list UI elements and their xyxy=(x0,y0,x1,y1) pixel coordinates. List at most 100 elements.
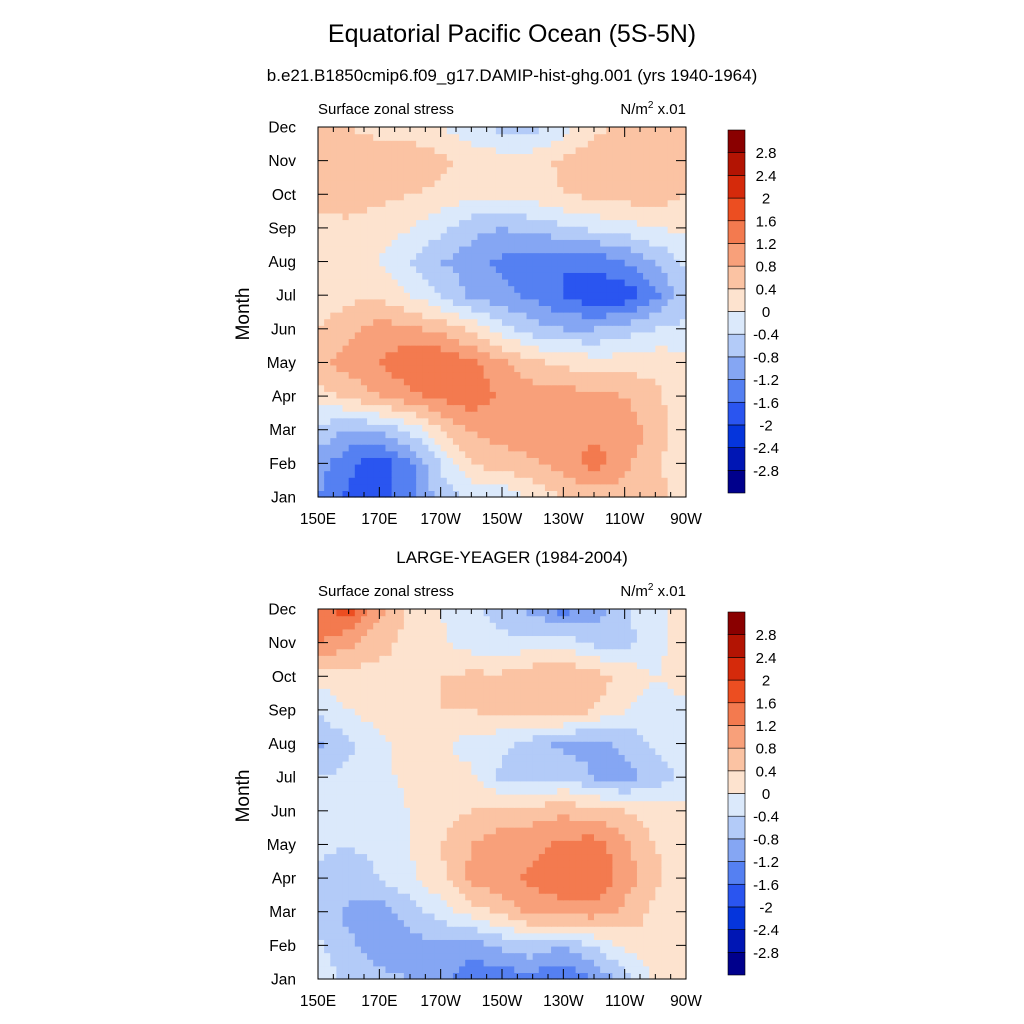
y-tick-label: Jul xyxy=(276,288,296,305)
contour-cell xyxy=(410,926,417,934)
contour-cell xyxy=(673,879,681,888)
contour-cell xyxy=(367,424,374,432)
contour-cell xyxy=(520,893,528,901)
contour-cell xyxy=(649,959,656,967)
contour-cell xyxy=(643,146,650,155)
contour-cell xyxy=(514,820,521,828)
contour-cell xyxy=(618,919,626,927)
contour-cell xyxy=(673,397,681,406)
contour-cell xyxy=(544,292,552,300)
contour-cell xyxy=(502,146,509,155)
contour-cell xyxy=(495,457,503,465)
contour-cell xyxy=(495,312,503,320)
contour-cell xyxy=(495,404,503,412)
contour-cell xyxy=(330,833,337,841)
contour-cell xyxy=(354,827,362,835)
contour-cell xyxy=(569,351,577,359)
contour-cell xyxy=(477,364,485,373)
contour-cell xyxy=(354,404,362,412)
contour-cell xyxy=(495,450,503,458)
contour-cell xyxy=(465,193,472,201)
contour-cell xyxy=(397,879,405,888)
contour-cell xyxy=(440,853,448,861)
contour-cell xyxy=(483,477,491,485)
contour-cell xyxy=(520,272,528,280)
contour-cell xyxy=(330,873,337,881)
contour-cell xyxy=(379,378,387,386)
contour-cell xyxy=(446,437,454,445)
contour-cell xyxy=(422,133,429,141)
contour-cell xyxy=(422,470,429,478)
contour-cell xyxy=(440,272,448,280)
contour-cell xyxy=(416,879,423,888)
contour-cell xyxy=(342,298,350,306)
contour-cell xyxy=(655,166,663,174)
contour-cell xyxy=(342,470,350,478)
contour-cell xyxy=(367,206,374,214)
contour-cell xyxy=(526,959,534,967)
contour-cell xyxy=(379,384,387,392)
contour-cell xyxy=(502,853,509,861)
contour-cell xyxy=(324,160,331,168)
contour-cell xyxy=(514,846,521,855)
contour-cell xyxy=(587,140,595,148)
contour-cell xyxy=(403,417,411,425)
contour-cell xyxy=(348,226,356,234)
contour-cell xyxy=(636,477,644,485)
contour-cell xyxy=(385,384,393,392)
contour-cell xyxy=(367,285,374,293)
contour-cell xyxy=(508,879,515,888)
contour-cell xyxy=(532,206,540,214)
contour-cell xyxy=(618,146,626,155)
contour-cell xyxy=(459,219,466,227)
contour-cell xyxy=(385,173,393,181)
contour-cell xyxy=(594,873,601,881)
contour-cell xyxy=(428,860,436,868)
contour-cell xyxy=(594,860,601,868)
contour-cell xyxy=(606,305,613,313)
contour-cell xyxy=(428,179,436,188)
contour-cell xyxy=(606,430,613,439)
contour-cell xyxy=(581,490,589,498)
contour-cell xyxy=(477,345,485,353)
contour-cell xyxy=(336,886,344,894)
contour-cell xyxy=(391,338,399,346)
contour-cell xyxy=(354,179,362,188)
contour-cell xyxy=(342,232,350,240)
contour-cell xyxy=(661,153,669,161)
contour-cell xyxy=(520,470,528,478)
contour-cell xyxy=(440,265,448,273)
contour-cell xyxy=(606,146,613,155)
contour-cell xyxy=(655,193,663,201)
contour-cell xyxy=(575,430,583,439)
contour-cell xyxy=(434,959,442,967)
contour-cell xyxy=(385,866,393,874)
contour-cell xyxy=(661,331,669,340)
contour-cell xyxy=(446,404,454,412)
contour-cell xyxy=(643,345,650,353)
contour-cell xyxy=(397,919,405,927)
contour-cell xyxy=(459,866,466,874)
contour-cell xyxy=(557,351,564,359)
contour-cell xyxy=(520,827,528,835)
contour-cell xyxy=(318,463,325,472)
contour-cell xyxy=(600,212,607,221)
contour-cell xyxy=(502,886,509,894)
contour-cell xyxy=(385,193,393,201)
contour-cell xyxy=(354,173,362,181)
contour-cell xyxy=(434,173,442,181)
contour-cell xyxy=(575,945,583,954)
contour-cell xyxy=(630,391,638,399)
contour-cell xyxy=(673,338,681,346)
contour-cell xyxy=(342,866,350,874)
contour-cell xyxy=(655,860,663,868)
contour-cell xyxy=(624,483,632,491)
contour-cell xyxy=(367,477,374,485)
contour-cell xyxy=(434,133,442,141)
contour-cell xyxy=(532,292,540,300)
contour-cell xyxy=(581,219,589,227)
contour-cell xyxy=(330,351,337,359)
contour-cell xyxy=(385,272,393,280)
contour-cell xyxy=(403,232,411,240)
contour-cell xyxy=(373,312,380,320)
